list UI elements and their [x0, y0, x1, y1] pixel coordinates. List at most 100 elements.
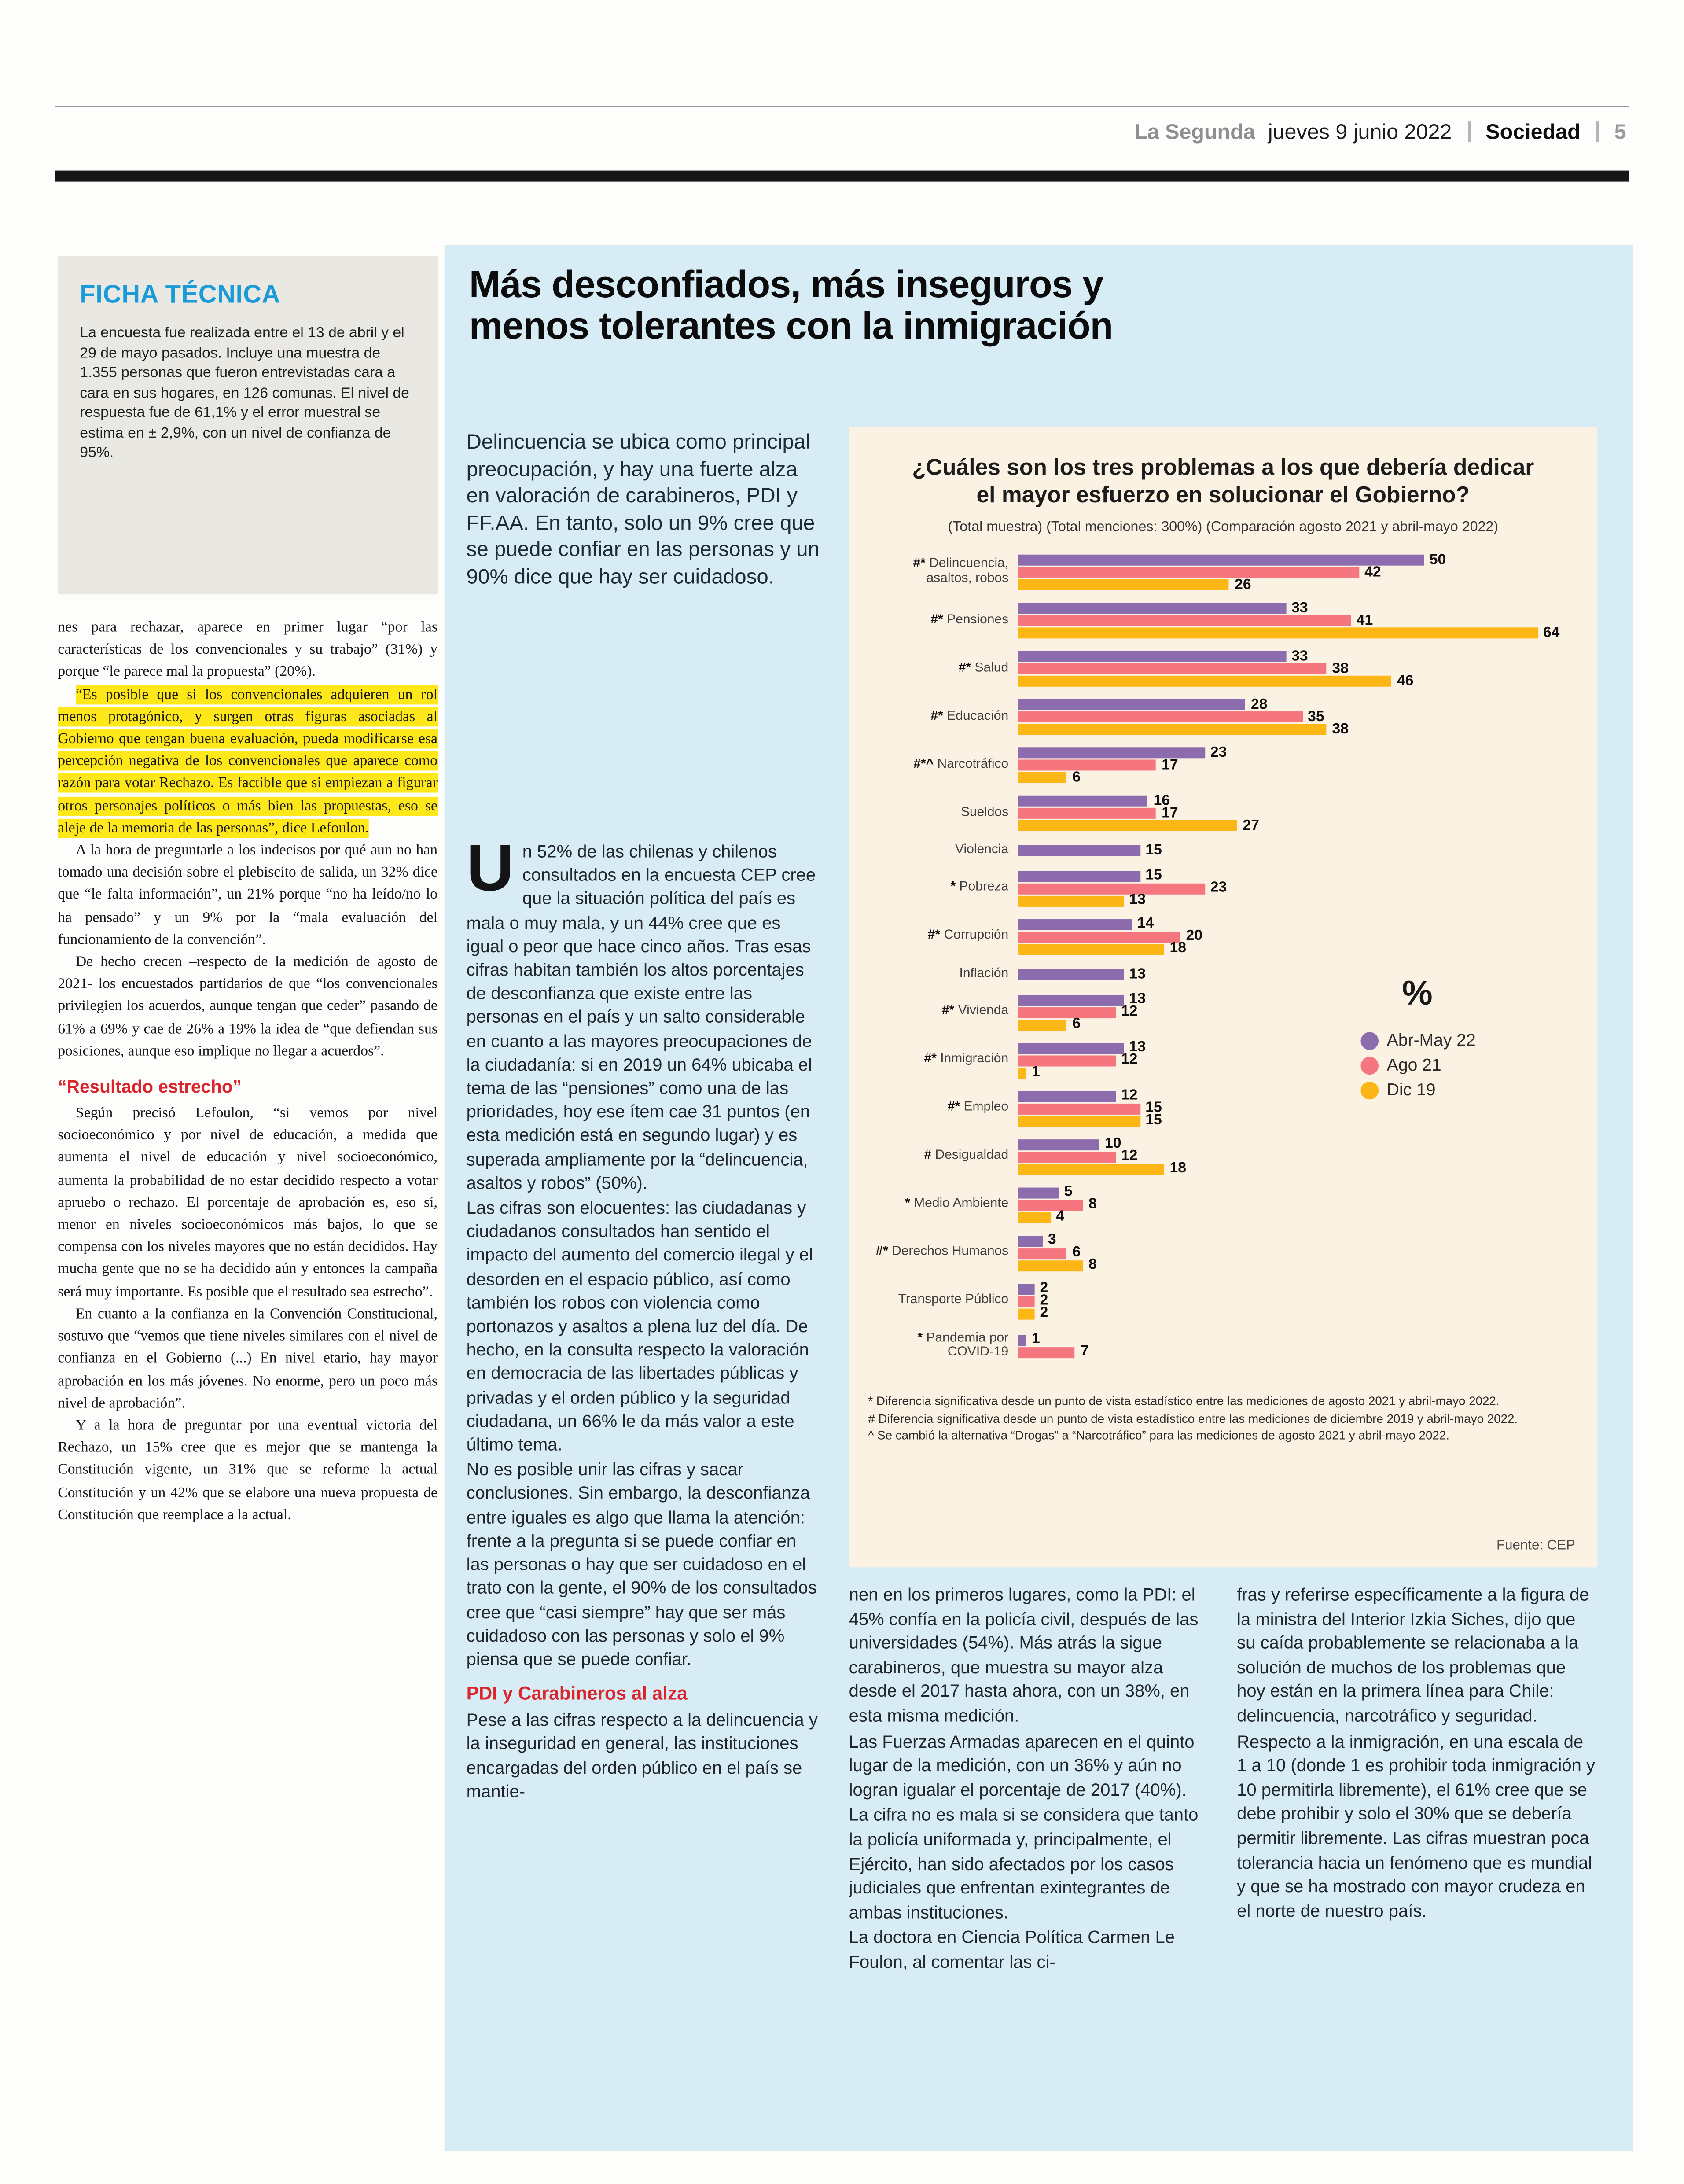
bar-value: 20	[1186, 928, 1202, 945]
article-paragraph: fras y referirse específicamente a la fi…	[1237, 1584, 1589, 1726]
bar-value: 33	[1291, 647, 1308, 664]
bar-ago-21	[1018, 931, 1180, 943]
bar-value: 8	[1088, 1256, 1097, 1273]
category-label: * Medio Ambiente	[905, 1196, 1009, 1212]
article-paragraph: Pese a las cifras respecto a la delincue…	[466, 1709, 818, 1801]
bar-dic-19	[1018, 1164, 1165, 1175]
legend-item: Dic 19	[1360, 1080, 1475, 1100]
page-header: La Segunda jueves 9 junio 2022 Sociedad …	[1134, 121, 1626, 146]
bar-value: 42	[1364, 563, 1381, 580]
bar-value: 12	[1121, 1087, 1138, 1104]
bar-value: 38	[1332, 720, 1349, 737]
headline: Más desconfiados, más inseguros y menos …	[469, 264, 1606, 347]
bar-value: 16	[1153, 792, 1170, 809]
bar-ago-21	[1018, 615, 1351, 626]
bar-value: 46	[1397, 672, 1414, 689]
ficha-tecnica-box: FICHA TÉCNICA La encuesta fue realizada …	[58, 256, 438, 595]
bar-value: 6	[1072, 1244, 1081, 1261]
highlighted-text: “Es posible que si los convencionales ad…	[58, 685, 438, 838]
bar-abr-may-22	[1018, 795, 1148, 807]
article-paragraph: Las Fuerzas Armadas aparecen en el quint…	[849, 1730, 1195, 1800]
bar-value: 14	[1137, 915, 1154, 932]
bar-abr-may-22	[1018, 845, 1140, 857]
bar-abr-may-22	[1018, 554, 1424, 566]
chart-category-row: Transporte Público 2 2 2	[868, 1280, 1578, 1320]
chart-title: ¿Cuáles son los tres problemas a los que…	[912, 455, 1534, 508]
bar-ago-21	[1018, 711, 1302, 723]
article-paragraph: Según precisó Lefoulon, “si vemos por ni…	[58, 1105, 438, 1300]
header-bottom-rule	[55, 170, 1629, 182]
bar-abr-may-22	[1018, 994, 1124, 1005]
bar-abr-may-22	[1018, 747, 1205, 759]
category-label: #* Empleo	[947, 1100, 1009, 1115]
legend-dot-icon	[1360, 1081, 1379, 1099]
chart-category-row: #* Inmigración 13 12 1	[868, 1039, 1578, 1079]
bar-value: 26	[1235, 576, 1251, 593]
bar-value: 1	[1032, 1331, 1040, 1348]
bar-ago-21	[1018, 807, 1156, 819]
article-paragraph: La doctora en Ciencia Política Carmen Le…	[849, 1927, 1175, 1972]
bar-ago-21	[1018, 1006, 1116, 1018]
article-paragraph: nen en los primeros lugares, como la PDI…	[849, 1584, 1199, 1726]
bar-value: 2	[1040, 1280, 1048, 1296]
header-divider	[1596, 121, 1599, 142]
category-label: #* Corrupción	[927, 928, 1009, 943]
chart-panel: ¿Cuáles son los tres problemas a los que…	[849, 426, 1598, 1568]
bottom-column-1: nen en los primeros lugares, como la PDI…	[849, 1583, 1210, 2130]
chart-category-row: #* Derechos Humanos 3 6 8	[868, 1233, 1578, 1273]
bar-dic-19	[1018, 820, 1238, 831]
legend-label: Abr-May 22	[1386, 1031, 1476, 1050]
bar-dic-19	[1018, 1308, 1034, 1319]
category-label: #* Vivienda	[941, 1003, 1009, 1019]
category-label: #* Pensiones	[930, 611, 1009, 627]
bar-value: 13	[1129, 1039, 1146, 1056]
bar-dic-19	[1018, 724, 1327, 735]
bar-abr-may-22	[1018, 1235, 1043, 1246]
article-paragraph: nes para rechazar, aparece en primer lug…	[58, 619, 438, 681]
left-article-column: nes para rechazar, aparece en primer lug…	[58, 616, 438, 2155]
bar-value: 15	[1145, 867, 1162, 884]
bar-value: 10	[1105, 1135, 1121, 1152]
ficha-tecnica-title: FICHA TÉCNICA	[80, 279, 281, 309]
chart-category-row: #* Salud 33 38 46	[868, 647, 1578, 689]
drop-cap: U	[466, 839, 515, 906]
bar-value: 27	[1243, 817, 1260, 833]
chart-legend: % Abr-May 22 Ago 21 Dic 19	[1360, 974, 1476, 1105]
bar-abr-may-22	[1018, 651, 1286, 662]
bar-value: 13	[1129, 892, 1146, 909]
legend-label: Ago 21	[1386, 1055, 1441, 1075]
article-paragraph: Respecto a la inmigración, en una escala…	[1237, 1730, 1595, 1921]
bar-abr-may-22	[1018, 603, 1286, 614]
bar-abr-may-22	[1018, 1334, 1026, 1346]
article-subhead: “Resultado estrecho”	[58, 1076, 242, 1097]
bar-abr-may-22	[1018, 1138, 1099, 1150]
bar-value: 64	[1543, 624, 1560, 641]
chart-category-row: * Pobreza 15 23 13	[868, 867, 1578, 909]
bar-dic-19	[1018, 675, 1392, 687]
bar-dic-19	[1018, 1212, 1051, 1223]
article-paragraph: “Es posible que si los convencionales ad…	[58, 683, 438, 840]
legend-items: Abr-May 22 Ago 21 Dic 19	[1360, 1031, 1476, 1100]
bar-ago-21	[1018, 1103, 1140, 1114]
chart-rows: #* Delincuencia, asaltos, robos 50 42 26 #* …	[868, 552, 1578, 1361]
chart-category-row: #* Pensiones 33 41 64	[868, 600, 1578, 641]
bar-abr-may-22	[1018, 1187, 1059, 1198]
category-label: Inflación	[959, 965, 1009, 981]
page-number: 5	[1614, 121, 1626, 145]
legend-unit-label: %	[1402, 974, 1433, 1013]
article-paragraph: No es posible unir las cifras y sacar co…	[466, 1459, 817, 1669]
bar-value: 12	[1121, 1051, 1138, 1068]
bar-ago-21	[1018, 883, 1205, 895]
legend-item: Abr-May 22	[1360, 1031, 1476, 1050]
article-paragraph: Y a la hora de preguntar por una eventua…	[58, 1417, 438, 1523]
category-label: #*^ Narcotráfico	[913, 756, 1009, 772]
bar-value: 17	[1162, 756, 1178, 773]
bar-ago-21	[1018, 567, 1359, 578]
bar-value: 35	[1308, 708, 1324, 725]
bar-value: 38	[1332, 659, 1349, 677]
feature-panel: Más desconfiados, más inseguros y menos …	[444, 245, 1633, 2151]
bar-ago-21	[1018, 1296, 1034, 1307]
